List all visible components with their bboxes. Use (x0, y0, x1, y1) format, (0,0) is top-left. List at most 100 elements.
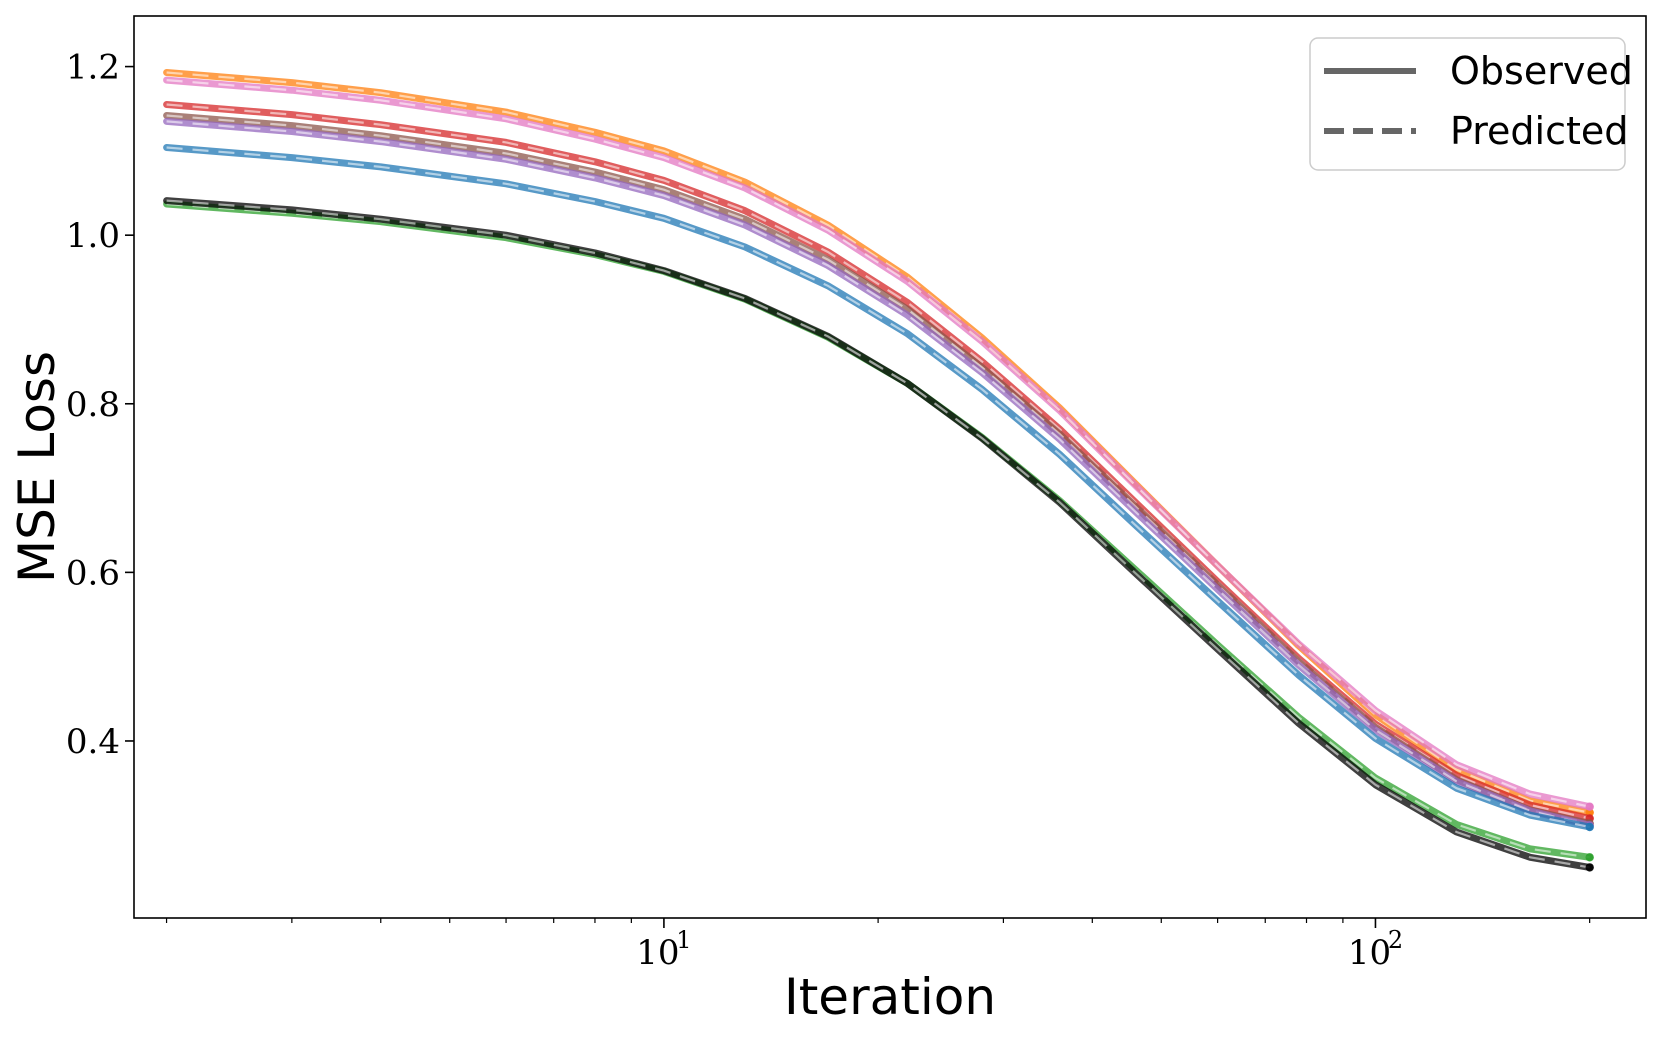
x-axis-ticks: 101 102 (165, 918, 1591, 973)
series-1-point (1526, 790, 1534, 798)
series-0-point (377, 89, 385, 97)
series-7-point (162, 196, 170, 204)
series-0-predicted-line (166, 71, 1590, 814)
series-7-point (1295, 719, 1303, 727)
series-7-point (1056, 498, 1064, 506)
series-4-point (288, 127, 296, 135)
legend-observed-label: Observed (1450, 49, 1633, 93)
series-4-point (377, 137, 385, 145)
series-4-point (903, 311, 911, 319)
series-1-point (1213, 561, 1221, 569)
series-5-point (824, 282, 832, 290)
series-6-point (1526, 845, 1534, 853)
series-6-observed-line (163, 200, 1594, 861)
series-1-point (660, 153, 668, 161)
series-1-point (1056, 406, 1064, 414)
series-7-point (824, 332, 832, 340)
plot-frame (133, 15, 1647, 919)
x-tick-label-0: 10 (636, 933, 679, 973)
series-7-point (1371, 781, 1379, 789)
x-tick-exponent-1: 2 (1388, 926, 1403, 954)
y-tick-label-0: 0.4 (66, 722, 120, 762)
series-2-predicted-line (166, 103, 1590, 820)
series-7 (162, 196, 1594, 872)
series-4-point (1056, 435, 1064, 443)
legend-predicted-label: Predicted (1450, 109, 1628, 153)
series-2-point (591, 158, 599, 166)
series-7-point (903, 379, 911, 387)
series-4-point (741, 221, 749, 229)
series-5-point (1056, 450, 1064, 458)
series-5-point (1213, 597, 1221, 605)
series-0-point (288, 78, 296, 86)
series-2-point (741, 207, 749, 215)
series-5-point (1452, 784, 1460, 792)
y-tick-label-1: 0.6 (66, 553, 120, 593)
series-7-point (1131, 569, 1139, 577)
y-tick-label-2: 0.8 (66, 385, 120, 425)
series-0 (162, 68, 1594, 817)
series-4-point (591, 174, 599, 182)
series-0-point (162, 68, 170, 76)
series-5-point (1295, 671, 1303, 679)
y-axis-ticks: 0.4 0.6 0.8 1.0 1.2 (66, 48, 134, 762)
series-4-point (660, 191, 668, 199)
series-2-point (660, 176, 668, 184)
series-1-observed-line (163, 76, 1594, 811)
series-4-point (978, 368, 986, 376)
series-7-predicted-line (166, 199, 1590, 869)
series-7-point (1213, 645, 1221, 653)
series-1-point (377, 96, 385, 104)
series-7-point (591, 249, 599, 257)
series-7-point (660, 266, 668, 274)
series-1-point (741, 184, 749, 192)
series-5-point (1371, 734, 1379, 742)
x-tick-label-1: 10 (1348, 933, 1391, 973)
series-2-point (502, 138, 510, 146)
series-4-point (824, 261, 832, 269)
series-5-point (741, 243, 749, 251)
series-5-point (502, 180, 510, 188)
x-tick-exponent-0: 1 (676, 926, 691, 954)
series-5-point (1526, 811, 1534, 819)
series-5-point (1131, 521, 1139, 529)
series-4-predicted-line (166, 120, 1590, 827)
series-1-point (824, 226, 832, 234)
series-7-point (1585, 863, 1594, 872)
series-5-point (162, 143, 170, 151)
series-5-predicted-line (166, 146, 1590, 829)
series-5-point (288, 153, 296, 161)
series-5-point (978, 385, 986, 393)
series-5-point (903, 330, 911, 338)
series-7-point (978, 434, 986, 442)
series-7-point (1526, 853, 1534, 861)
series-1-point (1585, 802, 1594, 811)
series-3-predicted-line (166, 114, 1590, 825)
series-5-point (591, 197, 599, 205)
series-5-point (377, 163, 385, 171)
x-axis-label: Iteration (784, 968, 996, 1026)
series-1-point (591, 135, 599, 143)
series-4-point (1131, 508, 1139, 516)
y-tick-label-4: 1.2 (66, 48, 120, 88)
series-7-point (741, 294, 749, 302)
series-layer (162, 68, 1594, 872)
series-5-point (660, 214, 668, 222)
series-1-predicted-line (166, 79, 1590, 808)
series-1-point (903, 277, 911, 285)
series-4-point (502, 155, 510, 163)
series-5-point (1585, 822, 1594, 832)
series-2-point (288, 110, 296, 118)
series-2-point (162, 100, 170, 108)
series-0-observed-line (163, 69, 1594, 817)
series-1-point (978, 337, 986, 345)
series-4-point (162, 117, 170, 125)
series-1-point (162, 76, 170, 84)
series-1 (162, 76, 1594, 811)
series-4-point (1213, 585, 1221, 593)
series-4-observed-line (163, 117, 1594, 829)
series-7-point (502, 231, 510, 239)
series-1-point (1371, 706, 1379, 714)
series-1-point (288, 86, 296, 94)
